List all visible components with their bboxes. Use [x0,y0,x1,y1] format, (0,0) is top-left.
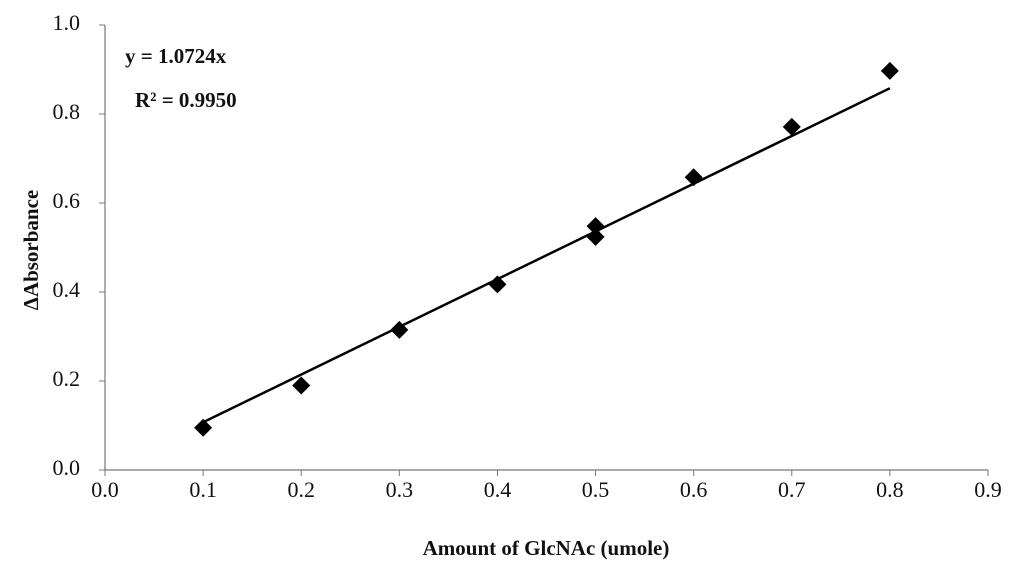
x-tick-label: 0.2 [287,477,315,502]
data-point [194,418,213,437]
y-tick-label: 0.6 [53,188,81,213]
trendline-r2: R² = 0.9950 [135,88,237,112]
trendline [202,87,891,424]
y-tick-label: 0.8 [53,99,81,124]
x-tick-label: 0.1 [189,477,217,502]
y-tick-label: 0.4 [53,277,81,302]
x-tick-label: 0.3 [386,477,414,502]
y-tick-label: 0.2 [53,366,81,391]
x-tick-label: 0.7 [778,477,806,502]
data-point [586,217,605,236]
x-tick-label: 0.8 [876,477,904,502]
y-tick-label: 1.0 [53,10,81,35]
x-tick-label: 0.4 [484,477,512,502]
data-point [292,376,311,395]
data-point [880,61,899,80]
x-tick-label: 0.9 [974,477,1002,502]
x-axis-label: Amount of GlcNAc (umole) [423,536,670,560]
x-tick-label: 0.6 [680,477,708,502]
x-tick-label: 0.0 [91,477,119,502]
data-point [782,117,801,136]
x-tick-label: 0.5 [582,477,610,502]
y-tick-label: 0.0 [53,455,81,480]
trendline-equation: y = 1.0724x [125,44,227,68]
y-axis-label: ΔAbsorbance [19,190,43,311]
